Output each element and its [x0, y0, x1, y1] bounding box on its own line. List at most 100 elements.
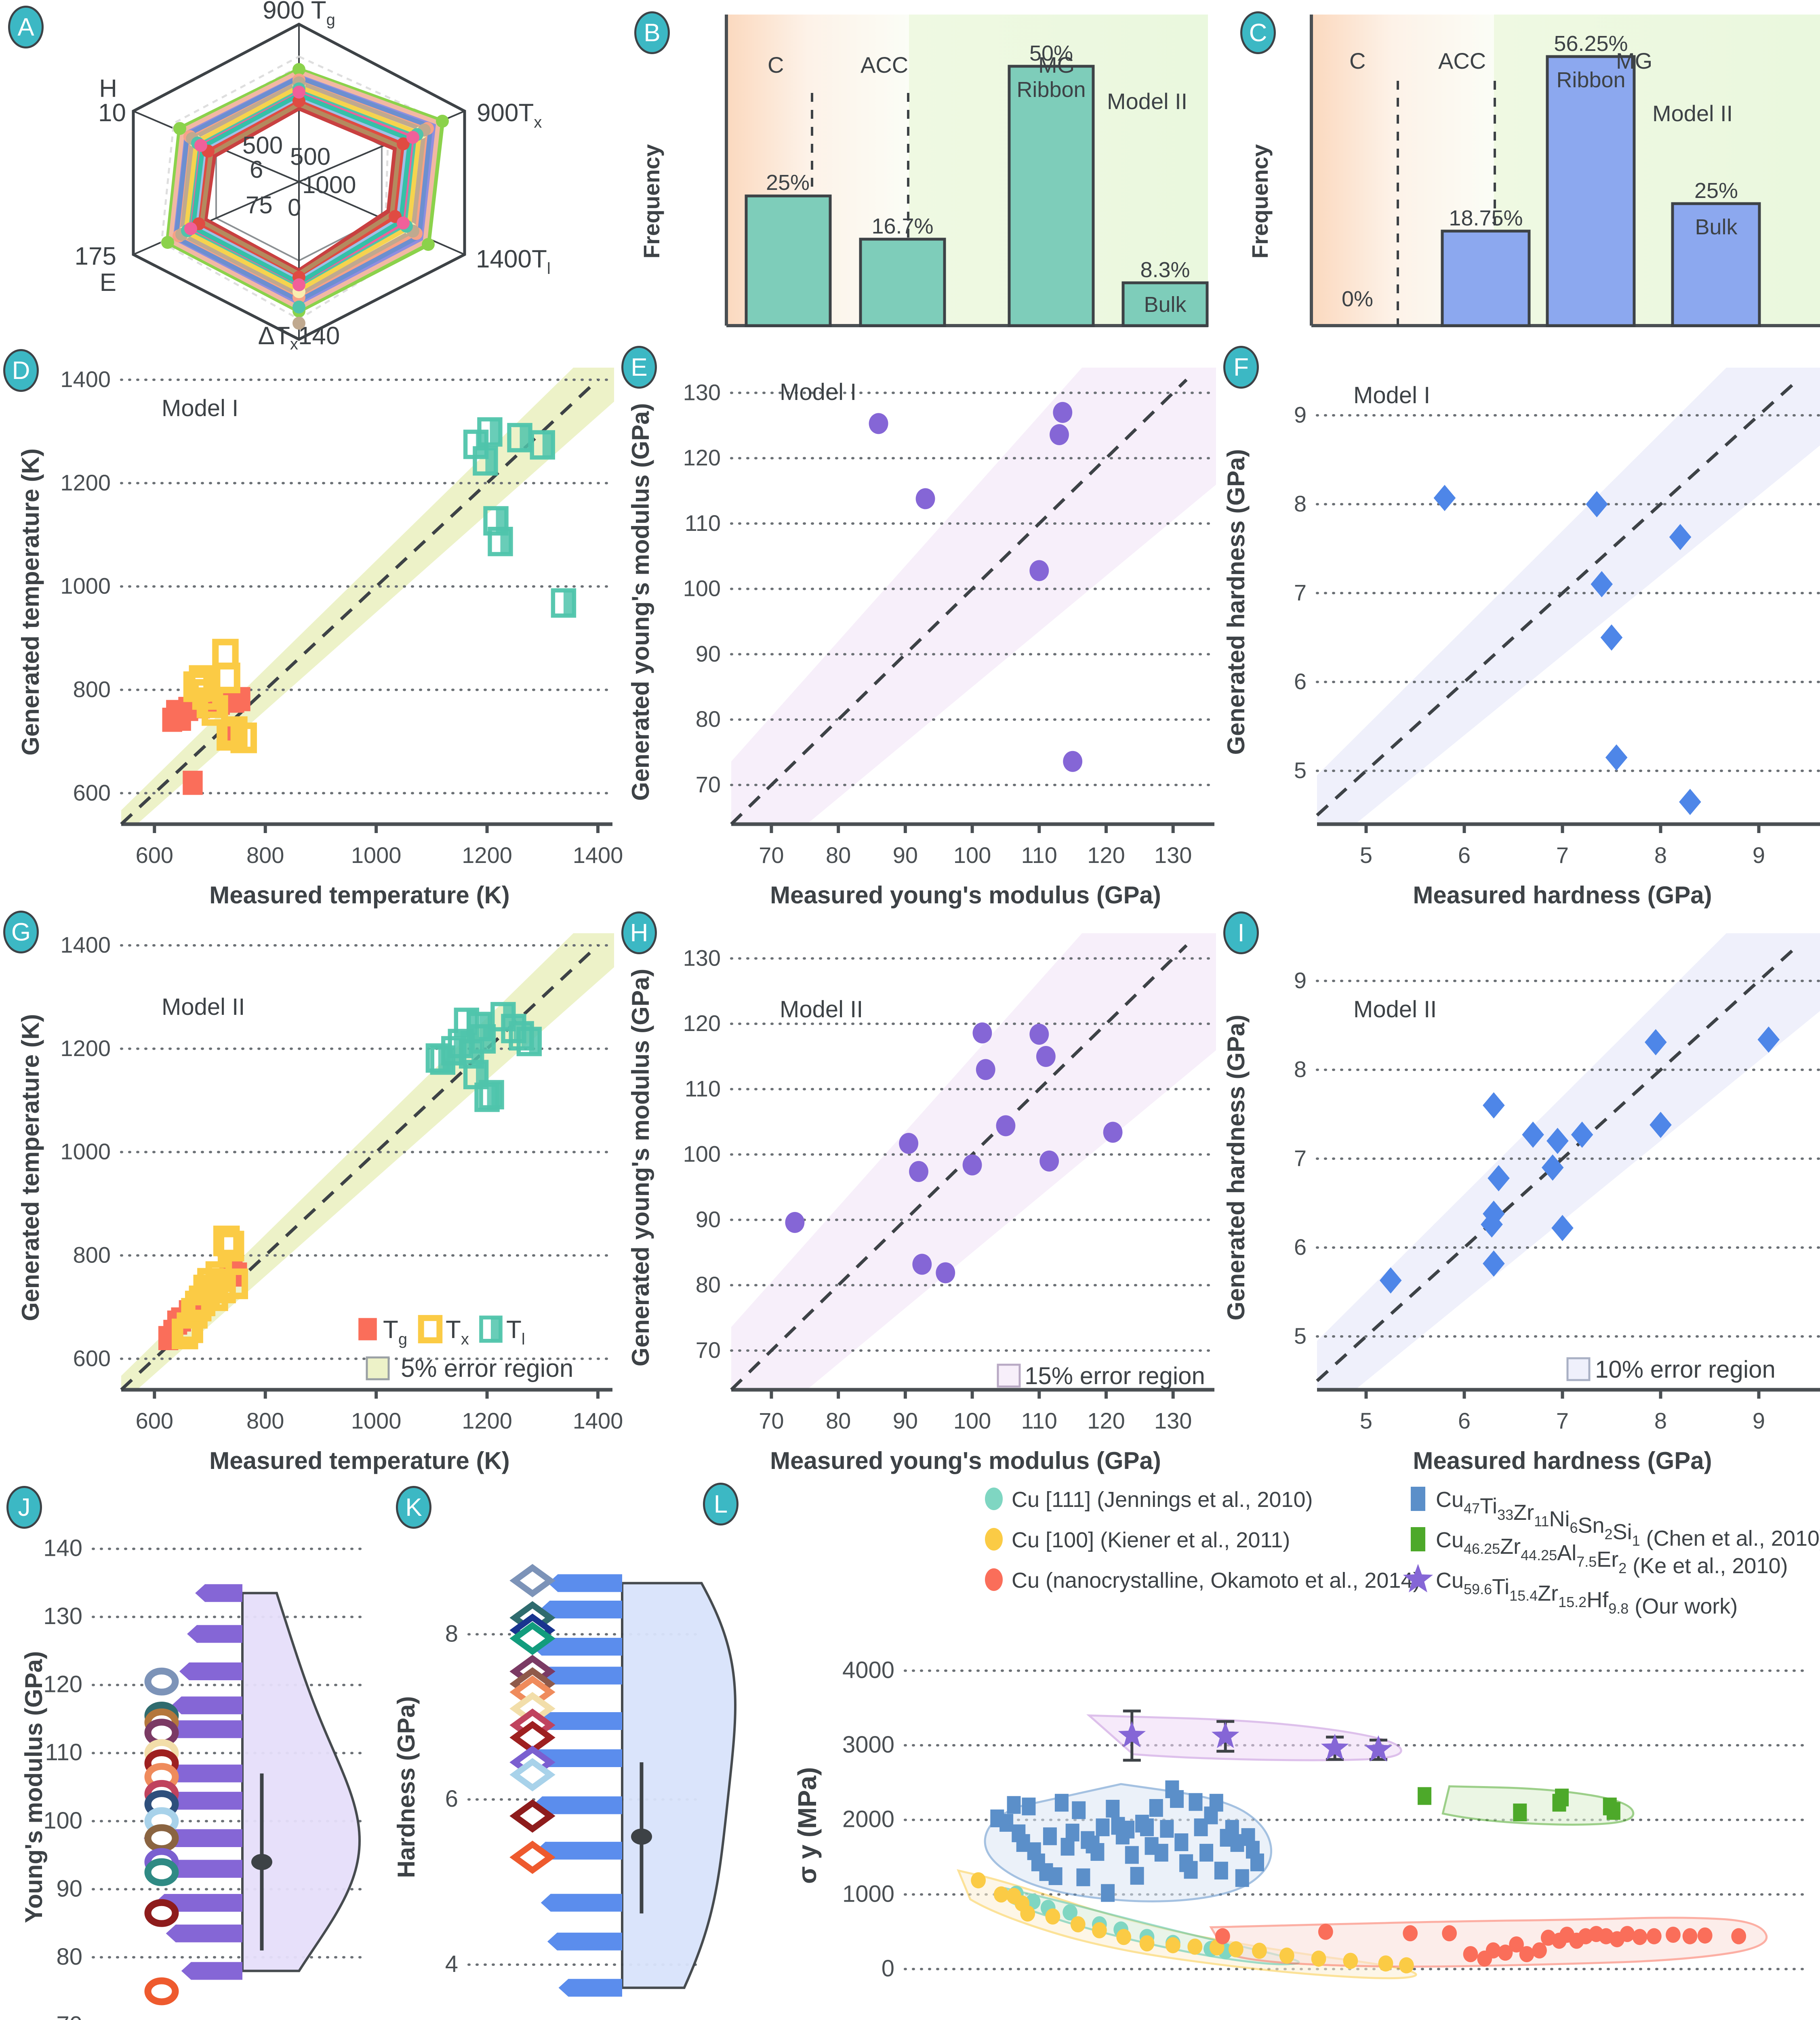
radar-inner-tick-3: 0	[288, 194, 301, 221]
series-young-s-modulus	[869, 402, 1083, 772]
xtick-130: 130	[1154, 1408, 1192, 1433]
legend-label-cu4625: Cu46.25Zr44.25Al7.5Er2 (Ke et al., 2010)	[1436, 1528, 1788, 1578]
bar-value-bulk: 25%	[1694, 179, 1738, 203]
bar-mg-ribbon	[1546, 55, 1636, 327]
pG-svg: 600 800 1000 1200 1400 600 800 1000 1200 1400 Meas…	[17, 932, 623, 1474]
series-cu59-6ti15-4zr15-2hf9-8--our-work-	[1118, 1709, 1393, 1762]
data-point-marker	[1209, 1794, 1223, 1812]
data-point-marker	[996, 1115, 1016, 1136]
data-point-marker	[477, 417, 503, 447]
data-point-marker	[972, 1022, 992, 1044]
legend-error-label: 15% error region	[1025, 1362, 1205, 1389]
radar-label-tx: 900Tx	[477, 99, 542, 131]
xtick-80: 80	[826, 842, 851, 868]
pD-badge: D	[3, 349, 39, 392]
radar-tick-dtx: 140	[298, 322, 340, 350]
data-point-marker	[915, 488, 935, 509]
region-label-acc: ACC	[1438, 48, 1486, 74]
ytick-110: 110	[685, 510, 721, 536]
violin-body	[621, 1582, 737, 1989]
ytick-100: 100	[683, 1141, 721, 1167]
region-label-mg: MG	[1038, 52, 1075, 78]
ytick-1000: 1000	[60, 573, 111, 599]
region-mg-bg	[1494, 15, 1820, 326]
reference-diamond	[509, 1799, 555, 1833]
data-point-marker	[1106, 1799, 1120, 1818]
ytick-130: 130	[43, 1603, 82, 1629]
region-label-mg: MG	[1616, 48, 1652, 74]
identity-line	[730, 379, 1188, 825]
pH-model-label: Model II	[780, 996, 863, 1023]
legend-error-swatch	[366, 1356, 390, 1380]
panel-l-scatter: 01000200030004000100100010000D (nm)σ y (…	[695, 1475, 1820, 2020]
reference-diamond	[509, 1564, 555, 1597]
ytick-2000: 2000	[842, 1806, 894, 1833]
data-point-marker	[1483, 1250, 1505, 1277]
bar-mg-bulk	[1671, 202, 1761, 327]
legend-label-cunano: Cu (nanocrystalline, Okamoto et al., 201…	[1012, 1568, 1420, 1593]
data-point-marker	[1318, 1923, 1333, 1940]
data-point-marker	[1029, 1024, 1049, 1045]
pF-ylabel: Generated hardness (GPa)	[1222, 449, 1250, 755]
data-point-marker	[1048, 1867, 1063, 1885]
xtick-1200: 1200	[462, 1408, 512, 1433]
bar-value-ribbon: 50%	[1029, 41, 1073, 65]
data-point-marker	[1555, 1789, 1569, 1807]
panel-l-ylabel: σ y (MPa)	[793, 1767, 822, 1884]
data-point-marker	[1463, 1946, 1478, 1962]
radar-tick-tl: 1400	[476, 245, 532, 273]
ytick-1200: 1200	[60, 470, 111, 495]
data-point-marker	[1532, 1942, 1547, 1959]
radar-label-delta-tx: ΔTx140	[258, 322, 340, 353]
pJ-ylabel: Young's modulus (GPa)	[20, 1651, 47, 1923]
median-dot	[631, 1829, 652, 1845]
generated-dot	[181, 1962, 242, 1980]
data-point-marker	[971, 1872, 986, 1889]
data-point-marker	[1053, 402, 1073, 423]
data-point-marker	[1043, 1827, 1057, 1845]
data-point-marker	[507, 423, 532, 452]
data-point-marker	[1050, 424, 1069, 445]
data-point-marker	[899, 1133, 919, 1154]
xtick-9: 9	[1753, 1408, 1765, 1433]
xtick-110: 110	[1021, 1408, 1057, 1433]
data-point-marker	[1606, 1802, 1620, 1820]
panel-i-legend: 10% error region	[1566, 1356, 1776, 1383]
data-point-marker	[1632, 1929, 1647, 1945]
pE-xlabel: Measured young's modulus (GPa)	[770, 882, 1161, 909]
data-point-marker	[1211, 1721, 1239, 1748]
legend-error-swatch	[1566, 1357, 1591, 1381]
reference-ring	[144, 1858, 179, 1886]
xtick-1000: 1000	[351, 1408, 402, 1433]
error-band	[121, 368, 614, 826]
ytick-80: 80	[56, 1944, 82, 1970]
data-point-marker	[1025, 1893, 1041, 1910]
ytick-80: 80	[696, 706, 721, 732]
data-point-marker	[1519, 1946, 1534, 1962]
xtick-5: 5	[1360, 1408, 1372, 1433]
series-cu46-25zr44-25al7-5er2--ke-et-al---2010-	[1418, 1787, 1620, 1822]
ytick-3000: 3000	[842, 1732, 894, 1758]
xtick-90: 90	[893, 842, 918, 868]
data-point-marker	[213, 1225, 240, 1256]
ytick-70: 70	[696, 1337, 721, 1363]
bar-inner-label-ribbon: Ribbon	[1016, 78, 1086, 102]
xtick-6: 6	[1458, 842, 1471, 868]
data-point-marker	[1184, 1861, 1198, 1879]
xtick-100: 100	[953, 842, 991, 868]
data-point-marker	[217, 1231, 244, 1262]
generated-dot	[548, 1574, 622, 1592]
pJ-badge: J	[6, 1486, 42, 1529]
generated-dot	[195, 1584, 242, 1602]
data-point-marker	[1072, 1801, 1086, 1819]
pD-xlabel: Measured temperature (K)	[209, 882, 510, 909]
radar-label-h: H	[99, 75, 117, 103]
data-point-marker	[1522, 1122, 1544, 1148]
reference-ring	[144, 1824, 179, 1852]
series-cu--nanocrystalline--okamoto-et-al---2014-	[1215, 1923, 1746, 1967]
generated-dot	[187, 1625, 242, 1643]
region-label-acc: ACC	[861, 52, 908, 78]
pH-ylabel: Generated young's modulus (GPa)	[627, 969, 654, 1366]
radar-inner-tick-2: 1000	[302, 171, 356, 198]
data-point-marker	[1174, 1833, 1189, 1852]
